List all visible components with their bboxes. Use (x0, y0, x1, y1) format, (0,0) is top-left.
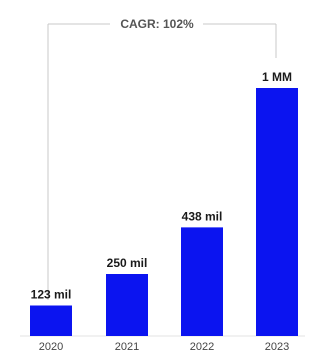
bar-2020 (30, 305, 72, 336)
x-tick-label-2023: 2023 (265, 341, 289, 352)
data-label-2021: 250 mil (107, 256, 148, 270)
data-label-2023: 1 MM (262, 70, 292, 84)
data-labels-group: 123 mil 250 mil 438 mil 1 MM (31, 70, 292, 301)
cagr-annotation: CAGR: 102% (120, 17, 194, 31)
bar-2021 (106, 274, 148, 336)
x-axis-ticks-group: 2020 2021 2022 2023 (39, 341, 289, 352)
cagr-bracket: CAGR: 102% (47, 17, 277, 300)
bar-2022 (181, 227, 223, 336)
x-tick-label-2021: 2021 (115, 341, 139, 352)
bar-2023 (256, 88, 298, 336)
bars-group (30, 88, 298, 336)
data-label-2020: 123 mil (31, 287, 72, 301)
data-label-2022: 438 mil (182, 209, 223, 223)
x-tick-label-2020: 2020 (39, 341, 63, 352)
x-tick-label-2022: 2022 (190, 341, 214, 352)
